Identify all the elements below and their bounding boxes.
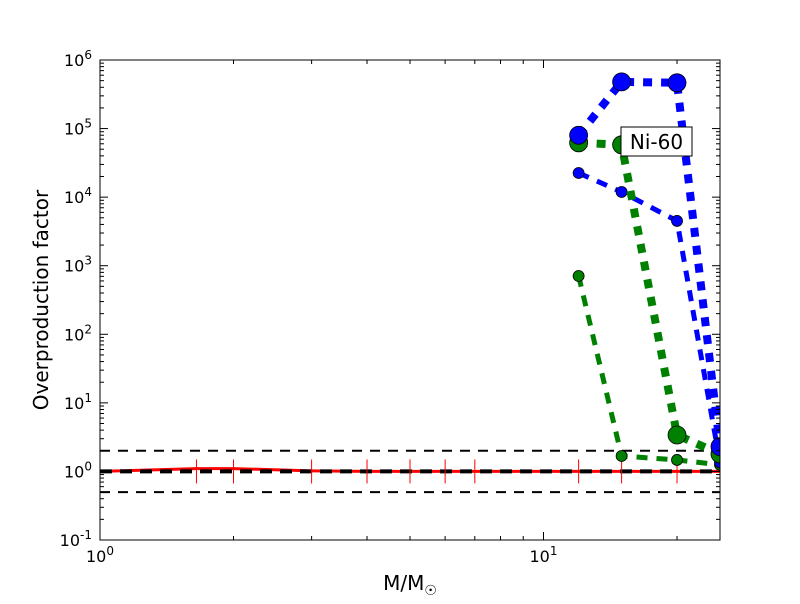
- y-axis-label: Overproduction factor: [29, 189, 53, 410]
- blue-small-marker: [572, 167, 585, 179]
- blue-large-marker: [612, 72, 632, 92]
- y-tick-label: 101: [64, 391, 92, 413]
- green-small-line: [576, 275, 720, 468]
- x-axis-label: M/M☉: [383, 571, 437, 599]
- blue-large-marker: [569, 125, 589, 145]
- annotation-label: Ni-60: [630, 130, 683, 154]
- green-small-marker: [671, 454, 683, 466]
- blue-large-line: [575, 77, 720, 448]
- green-large-line: [578, 138, 720, 458]
- x-tick-label: 101: [530, 544, 558, 566]
- y-tick-label: 10-1: [60, 528, 92, 550]
- green-large-marker: [667, 425, 687, 445]
- blue-large-marker: [667, 73, 687, 93]
- green-small-marker: [572, 270, 585, 282]
- blue-small-marker: [671, 215, 683, 227]
- blue-small-line: [577, 170, 720, 463]
- blue-small-marker: [615, 186, 628, 198]
- x-tick-label: 100: [86, 544, 114, 566]
- y-tick-label: 103: [64, 254, 92, 276]
- y-tick-label: 105: [64, 117, 92, 139]
- annotation-box: Ni-60: [620, 126, 693, 157]
- green-small-marker: [615, 450, 628, 462]
- y-tick-label: 100: [64, 459, 92, 481]
- y-tick-label: 102: [64, 322, 92, 344]
- y-tick-label: 106: [64, 48, 92, 70]
- y-tick-label: 104: [64, 185, 92, 207]
